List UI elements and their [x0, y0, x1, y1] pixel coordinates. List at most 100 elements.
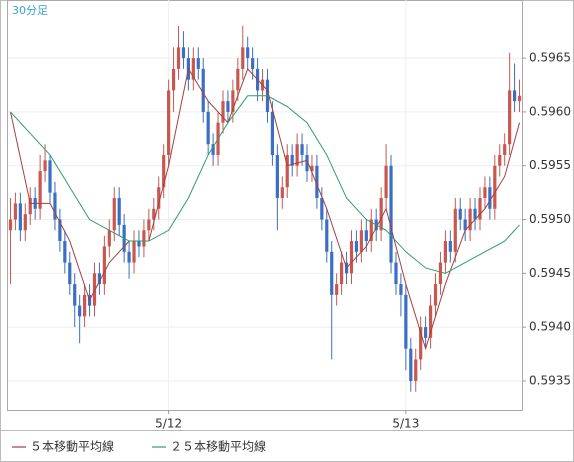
legend-label: ５本移動平均線: [30, 439, 114, 454]
y-tick-label: 0.5935: [529, 373, 571, 387]
candle-body: [443, 241, 447, 263]
candle-body: [221, 101, 225, 123]
candle-body: [424, 327, 428, 338]
candle-body: [404, 294, 408, 349]
candle-body: [503, 144, 507, 155]
candle-body: [8, 219, 13, 231]
y-tick-label: 0.5945: [529, 266, 571, 280]
candle-body: [483, 187, 487, 199]
candle-body: [335, 284, 339, 295]
candle-body: [58, 219, 62, 242]
candle-body: [275, 154, 279, 199]
candle-body: [236, 68, 240, 91]
candle-body: [384, 165, 388, 199]
y-tick-label: 0.5960: [529, 104, 571, 118]
candle-body: [13, 203, 18, 220]
candle-body: [394, 262, 398, 285]
candle-body: [433, 284, 438, 306]
candle-body: [38, 171, 42, 209]
candle-body: [270, 111, 275, 155]
candle-body: [409, 348, 413, 381]
moving-average-line: [9, 67, 521, 351]
candle-body: [315, 165, 319, 199]
candle-body: [167, 90, 171, 155]
candle-body: [231, 90, 235, 112]
candle-body: [359, 230, 363, 252]
candle-body: [488, 187, 492, 209]
candle-body: [310, 165, 314, 172]
y-tick-label: 0.5940: [529, 320, 571, 334]
candle-body: [201, 68, 205, 112]
candle-body: [468, 208, 472, 231]
candle-body: [508, 90, 512, 145]
candle-body: [280, 187, 284, 199]
candle-body: [399, 284, 403, 295]
candle-body: [48, 160, 52, 193]
candle-body: [73, 284, 77, 306]
y-tick-label: 0.5965: [529, 51, 571, 65]
candle-body: [428, 305, 433, 338]
y-tick-label: 0.5955: [529, 158, 571, 172]
candle-body: [478, 198, 482, 220]
candle-body: [246, 47, 250, 59]
candle-body: [300, 144, 304, 155]
candle-body: [107, 230, 111, 247]
candle-body: [517, 95, 522, 102]
candle-body: [349, 241, 354, 274]
candle-body: [364, 230, 368, 242]
candle-body: [473, 208, 477, 220]
candle-body: [18, 203, 22, 231]
candle-body: [206, 111, 210, 145]
candle-body: [132, 241, 136, 263]
candle-body: [354, 241, 359, 252]
candle-body: [191, 58, 195, 80]
candle-body: [369, 219, 373, 242]
candle-body: [448, 241, 452, 252]
candle-body: [438, 262, 443, 285]
plot-area: [7, 0, 523, 411]
candle-body: [23, 214, 27, 231]
candle-body: [241, 47, 245, 69]
candle-body: [102, 246, 106, 285]
candle-body: [127, 251, 131, 263]
candle-body: [142, 230, 146, 247]
candle-body: [181, 47, 186, 59]
candle-body: [463, 219, 467, 231]
candle-body: [290, 154, 294, 166]
candle-body: [28, 198, 32, 215]
candle-body: [78, 305, 82, 317]
candle-body: [419, 327, 423, 360]
candle-body: [414, 359, 418, 381]
candle-body: [389, 165, 393, 263]
candle-body: [92, 273, 97, 306]
candle-body: [157, 187, 161, 209]
candle-body: [305, 154, 309, 172]
candle-body: [83, 294, 87, 317]
candle-body: [340, 262, 344, 285]
chart-title: 30分足: [12, 4, 48, 17]
candle-body: [147, 219, 151, 231]
candle-body: [498, 154, 502, 166]
candle-body: [320, 198, 324, 220]
candle-body: [493, 165, 497, 209]
x-tick-label: 5/13: [392, 417, 419, 431]
candle-body: [226, 101, 230, 112]
candle-body: [325, 219, 329, 252]
legend-label: ２５本移動平均線: [170, 439, 266, 454]
candle-body: [211, 144, 215, 155]
candle-body: [43, 160, 47, 172]
candle-body: [97, 273, 102, 285]
candle-body: [512, 90, 517, 102]
candle-body: [68, 262, 72, 285]
candle-body: [295, 144, 299, 166]
candle-body: [379, 198, 383, 231]
candle-body: [162, 154, 166, 188]
y-tick-label: 0.5950: [529, 212, 571, 226]
candle-body: [152, 208, 156, 220]
candle-body: [285, 154, 289, 188]
x-tick-label: 5/12: [155, 417, 182, 431]
candle-body: [63, 241, 67, 263]
candle-body: [171, 68, 176, 91]
moving-average-line: [10, 95, 520, 274]
